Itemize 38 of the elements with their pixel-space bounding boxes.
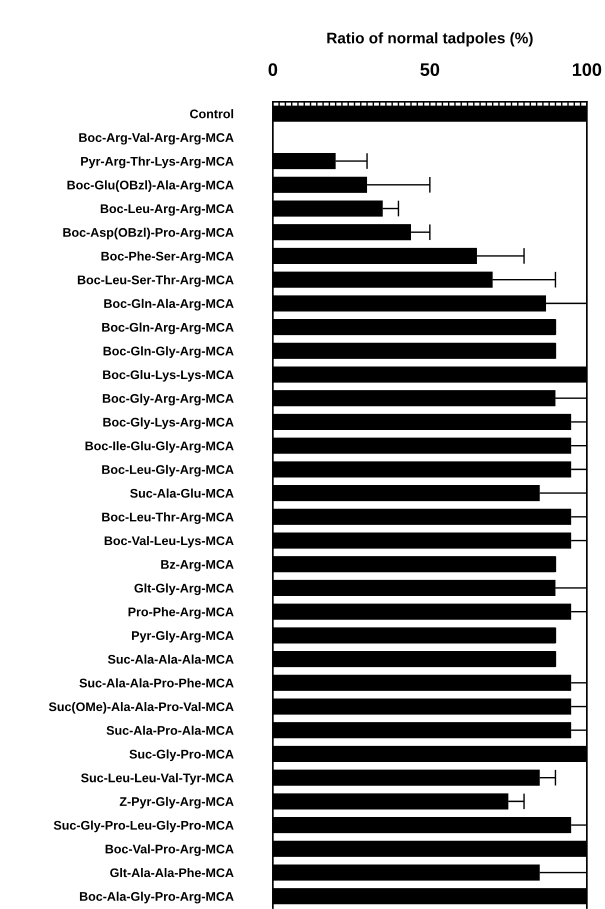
y-tick-label: Suc-Ala-Glu-MCA (130, 488, 234, 498)
y-tick-label: Suc(OMe)-Ala-Ala-Pro-Val-MCA (48, 702, 234, 714)
y-tick-label: Boc-Ile-Glu-Gly-Arg-MCA (86, 441, 234, 453)
y-tick-label: Boc-Gln-Gly-Arg-MCA (104, 346, 234, 358)
y-tick-label: Pyr-Gly-Arg-MCA (132, 630, 234, 643)
y-tick-label: Boc-Leu-Ser-Thr-Arg-MCA (78, 275, 234, 287)
x-axis-title: Ratio of normal tadpoles (%) (327, 32, 533, 46)
y-tick-label: Z-Pyr-Gly-Arg-MCA (120, 796, 234, 809)
y-tick-label: Boc-Asp(OBzl)-Pro-Arg-MCA (63, 228, 234, 240)
x-tick-label: 0 (268, 63, 278, 76)
y-tick-label: Suc-Ala-Ala-Pro-Phe-MCA (79, 678, 234, 688)
y-tick-label: Boc-Glu(OBzl)-Ala-Arg-MCA (67, 180, 234, 192)
y-tick-label: Boc-Ala-Gly-Pro-Arg-MCA (80, 892, 234, 904)
y-tick-label: Boc-Gly-Lys-Arg-MCA (103, 417, 234, 430)
x-tick-label: 100 (572, 63, 602, 76)
y-tick-label: Suc-Leu-Leu-Val-Tyr-MCA (81, 773, 234, 785)
y-tick-label: Pyr-Arg-Thr-Lys-Arg-MCA (81, 156, 234, 168)
y-tick-label: Bz-Arg-MCA (161, 560, 234, 572)
y-tick-label: Suc-Ala-Pro-Ala-MCA (106, 726, 234, 735)
y-tick-label: Suc-Ala-Ala-Ala-MCA (108, 654, 234, 664)
y-tick-label: Boc-Gln-Ala-Arg-MCA (104, 298, 234, 311)
y-tick-label: Boc-Val-Leu-Lys-MCA (104, 536, 234, 548)
y-tick-label: Suc-Gly-Pro-MCA (129, 749, 234, 762)
y-tick-label: Boc-Gly-Arg-Arg-MCA (102, 394, 234, 406)
y-tick-label: Boc-Gln-Arg-Arg-MCA (102, 322, 234, 334)
y-tick-label: Suc-Gly-Pro-Leu-Gly-Pro-MCA (54, 820, 234, 832)
y-tick-label: Glt-Ala-Ala-Phe-MCA (110, 868, 234, 878)
y-tick-label: Boc-Leu-Gly-Arg-MCA (102, 464, 234, 477)
y-tick-label: Boc-Leu-Thr-Arg-MCA (102, 512, 234, 524)
x-tick-label: 50 (420, 63, 440, 76)
y-tick-label: Boc-Arg-Val-Arg-Arg-MCA (79, 132, 234, 145)
y-tick-label: Boc-Leu-Arg-Arg-MCA (100, 204, 234, 216)
y-tick-label: Control (190, 109, 234, 118)
y-tick-label: Boc-Val-Pro-Arg-MCA (106, 844, 234, 856)
y-tick-label: Glt-Gly-Arg-MCA (134, 583, 234, 596)
y-tick-label: Pro-Phe-Arg-MCA (128, 607, 234, 619)
y-tick-label: Boc-Glu-Lys-Lys-MCA (103, 370, 234, 382)
y-tick-label: Boc-Phe-Ser-Arg-MCA (101, 251, 234, 264)
